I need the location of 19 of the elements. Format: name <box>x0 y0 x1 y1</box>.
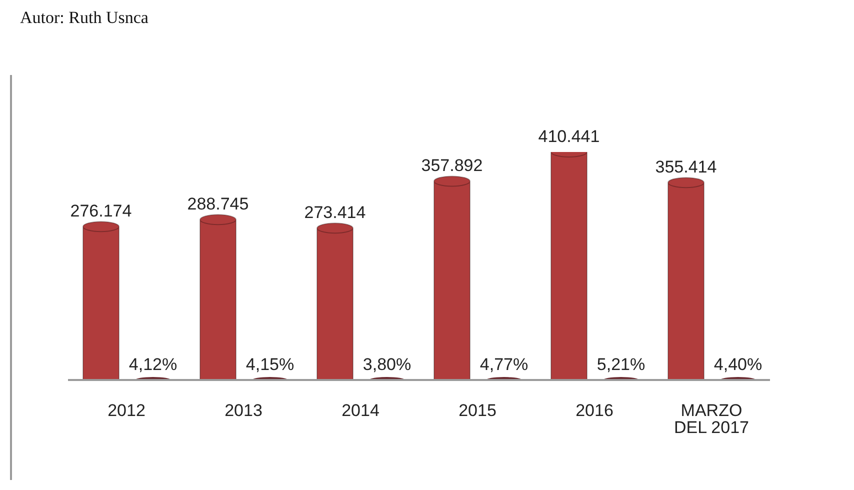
data-label: 4,40% <box>714 355 762 374</box>
data-label: 3,80% <box>362 355 412 374</box>
data-label: 410.441 <box>538 127 600 146</box>
data-label: 4,15% <box>246 355 294 374</box>
data-label: 4,77% <box>480 354 528 374</box>
data-label: 288.745 <box>187 194 249 214</box>
data-label: 276.174 <box>70 202 132 221</box>
data-label: 4,12% <box>128 355 178 374</box>
data-label: 355.414 <box>655 158 717 177</box>
x-tick-label: 2013 <box>224 401 262 420</box>
x-tick-label: 2014 <box>342 401 380 420</box>
text: Autor: Ruth Usnca <box>20 8 148 28</box>
data-label: 273.414 <box>304 203 366 222</box>
data-label: 357.892 <box>421 156 483 176</box>
data-label: 5,21% <box>596 354 646 374</box>
x-tick-label: 2016 <box>576 401 614 420</box>
x-tick-label: 2015 <box>458 401 496 420</box>
x-tick-label: 2012 <box>108 401 146 420</box>
x-tick-label: MARZO DEL 2017 <box>674 401 749 438</box>
